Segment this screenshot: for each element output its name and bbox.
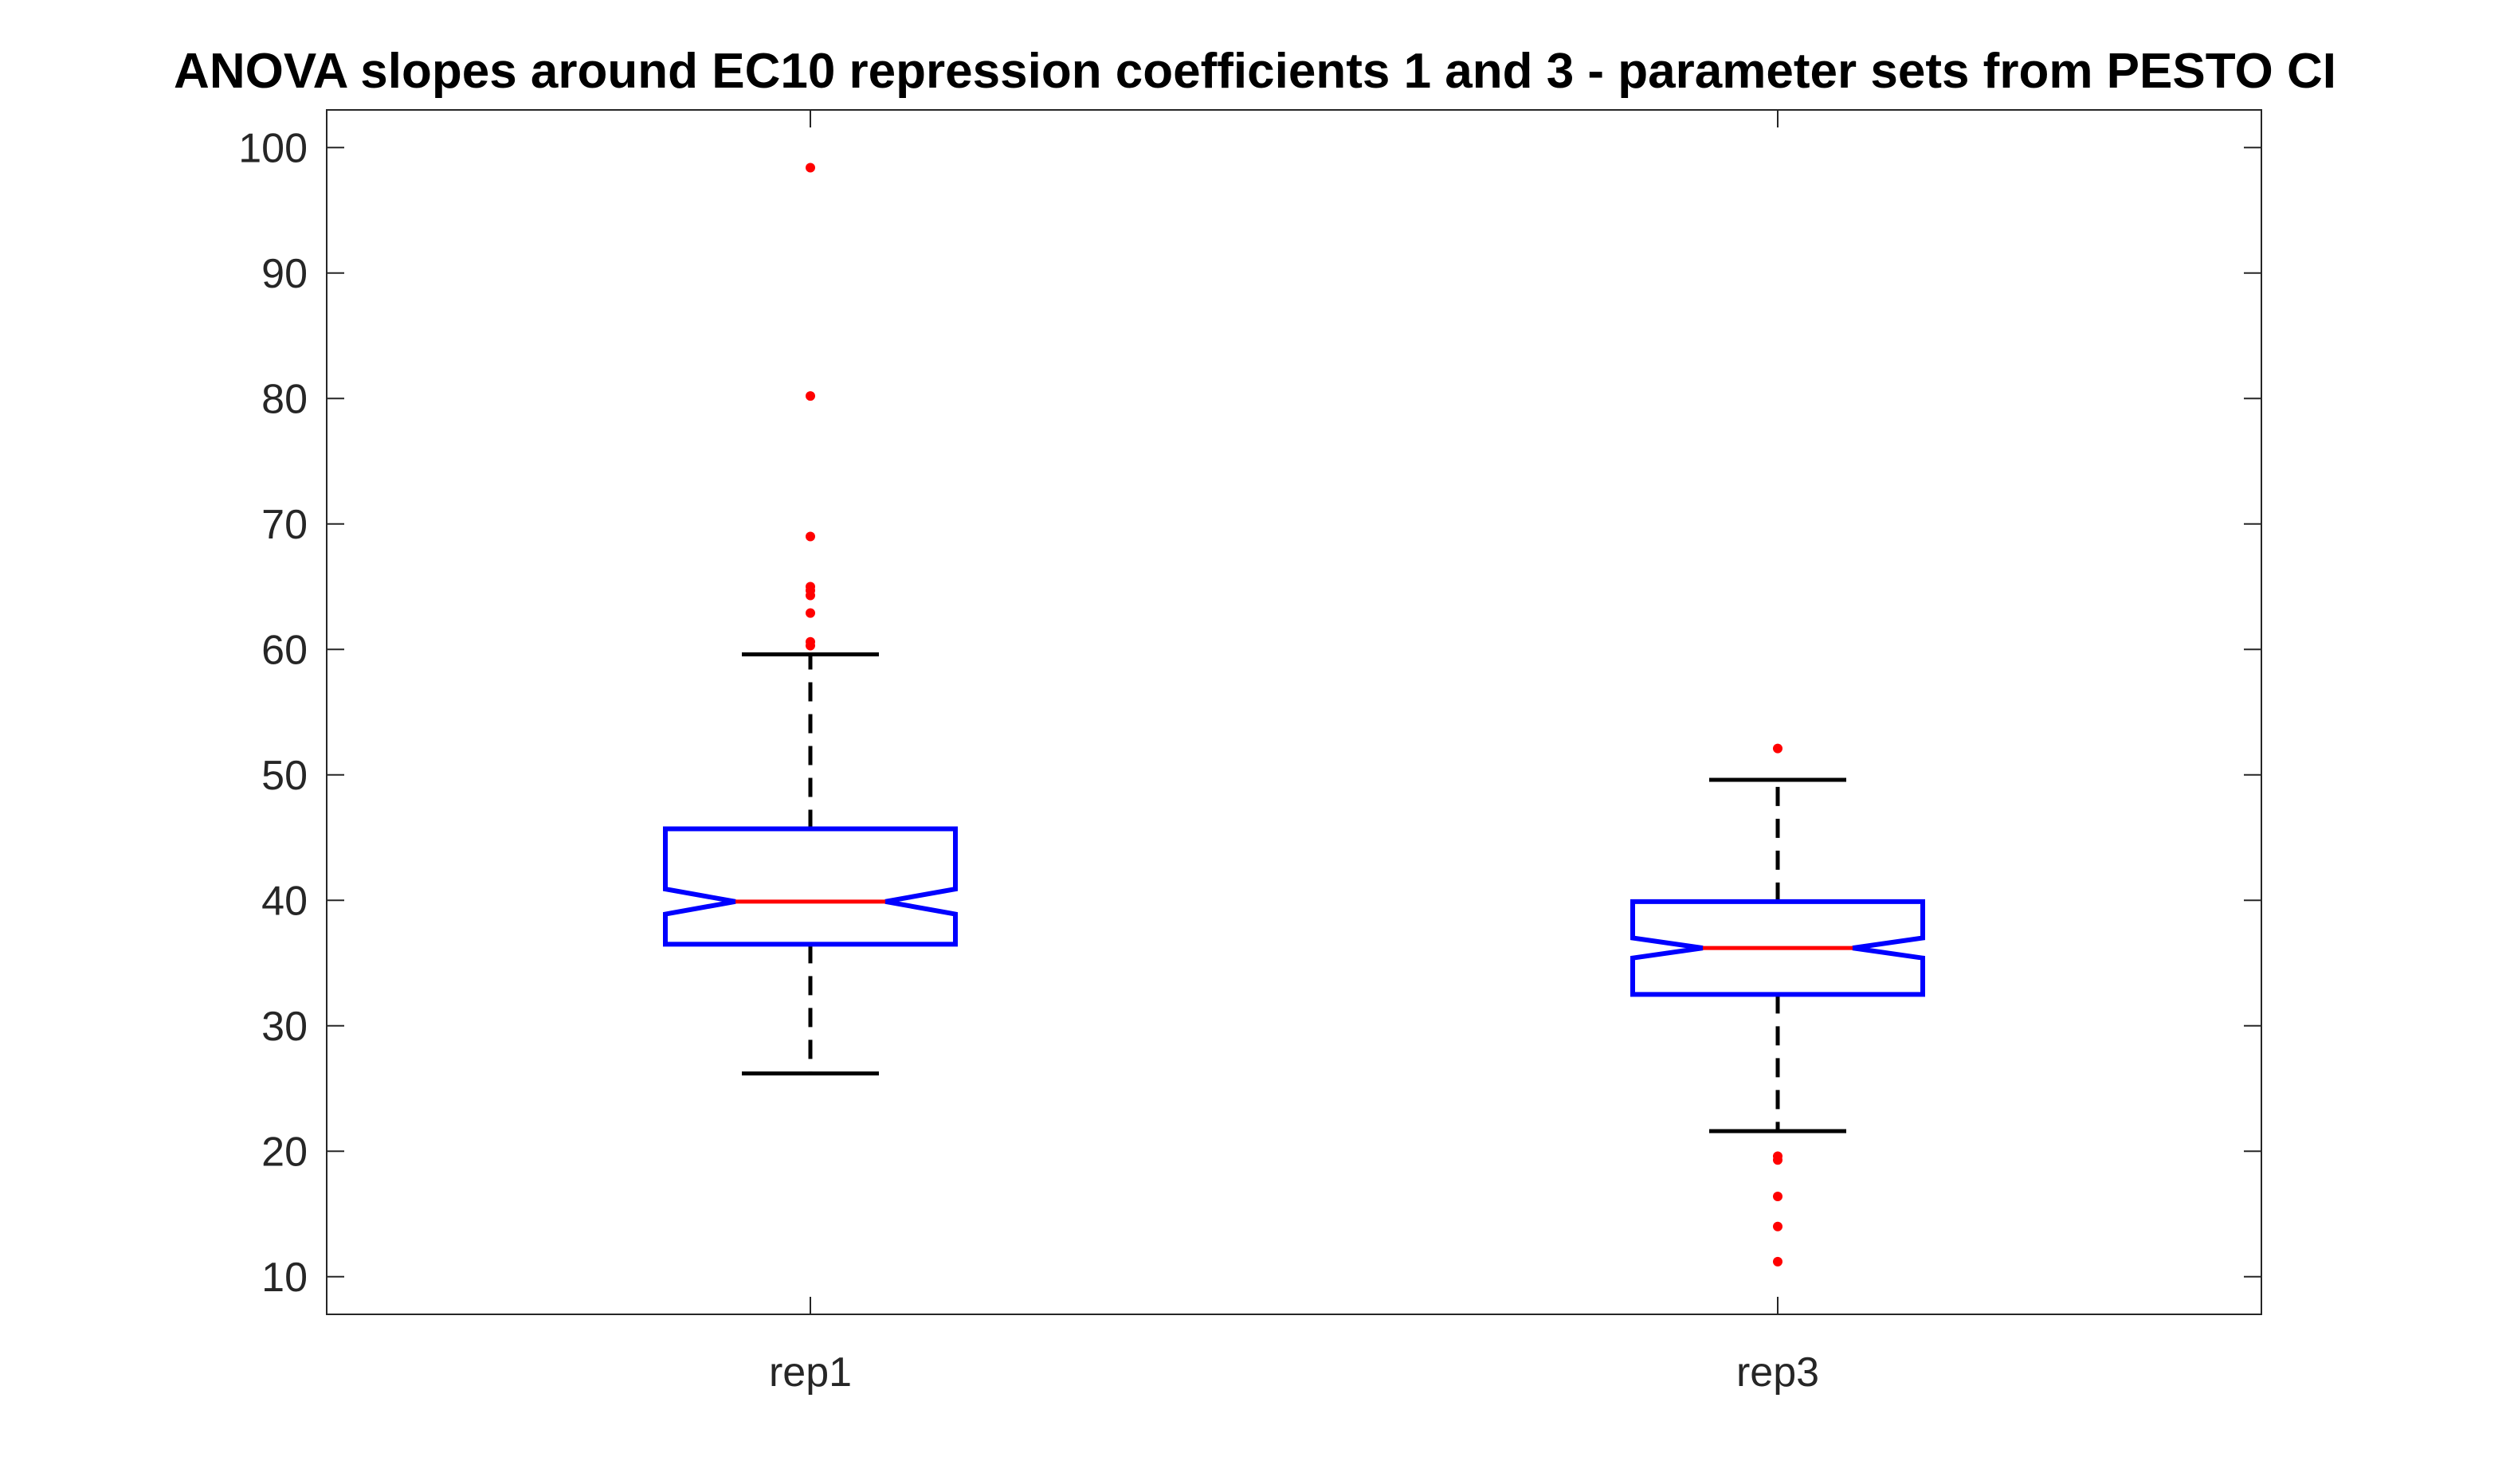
outlier-point xyxy=(806,162,815,173)
notched-box xyxy=(1630,899,1925,997)
box-group-rep3 xyxy=(1630,743,1925,1267)
outlier-point xyxy=(806,531,815,542)
axes: 10 20 30 40 50 60 70 80 90 100 rep1 rep3 xyxy=(238,109,2262,1396)
y-tick-label: 90 xyxy=(261,251,308,297)
outlier-point xyxy=(1773,1191,1782,1201)
outlier-point xyxy=(806,391,815,401)
x-tick-label: rep3 xyxy=(1736,1349,1819,1396)
y-tick-label: 100 xyxy=(238,125,308,171)
x-tick-label: rep1 xyxy=(769,1349,852,1396)
y-tick-label: 60 xyxy=(261,627,308,673)
y-tick-label: 20 xyxy=(261,1129,308,1175)
y-tick-label: 10 xyxy=(261,1255,308,1301)
outlier-point xyxy=(1773,1151,1782,1161)
notched-box xyxy=(663,826,958,947)
boxes-layer xyxy=(663,162,1925,1267)
outlier-point xyxy=(806,636,815,647)
y-tick-label: 30 xyxy=(261,1004,308,1050)
y-tick-label: 40 xyxy=(261,878,308,924)
outlier-point xyxy=(1773,1221,1782,1231)
y-tick-label: 50 xyxy=(261,753,308,799)
outlier-point xyxy=(1773,1256,1782,1267)
outlier-point xyxy=(806,608,815,618)
plot-area-frame xyxy=(326,109,2262,1315)
outlier-point xyxy=(806,581,815,592)
y-tick-label: 80 xyxy=(261,376,308,422)
outlier-point xyxy=(1773,743,1782,754)
y-tick-label: 70 xyxy=(261,502,308,548)
box-group-rep1 xyxy=(663,162,958,1076)
chart-title: ANOVA slopes around EC10 repression coef… xyxy=(174,44,2336,99)
